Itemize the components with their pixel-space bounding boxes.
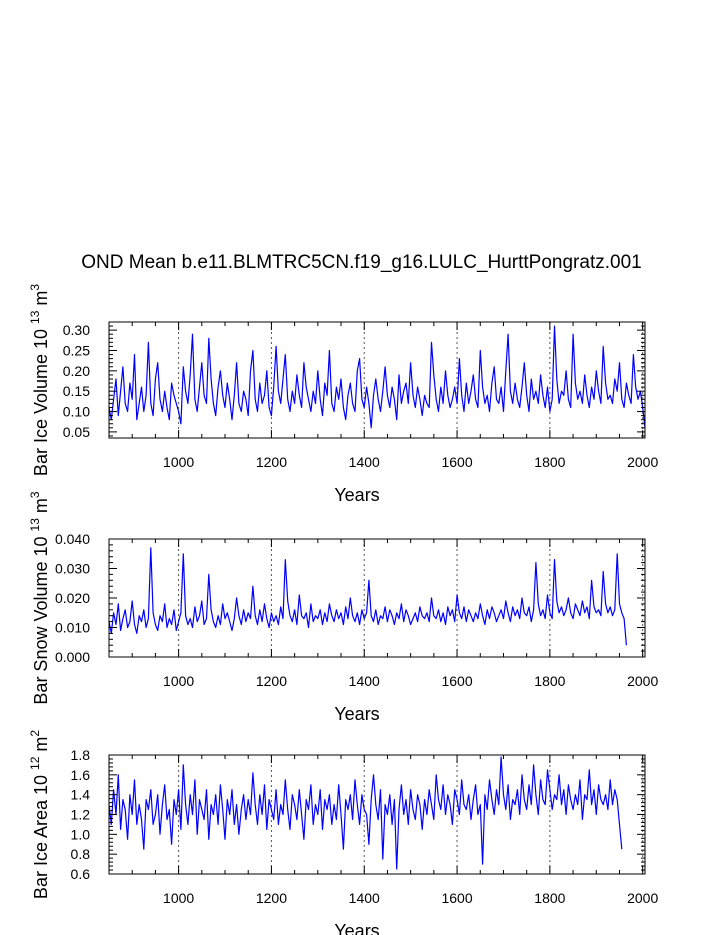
chart-panel-1: 1000 1200 1400 1600 1800 2000 0.05 0.10 0.15 0.20… (28, 284, 658, 505)
y-tick-label: 1.6 (71, 767, 91, 783)
x-tick-label: 1800 (534, 454, 565, 470)
y-tick-label: 0.000 (55, 649, 90, 665)
y-tick-label: 0.040 (55, 531, 90, 547)
figure-title: OND Mean b.e11.BLMTRC5CN.f19_g16.LULC_Hu… (81, 252, 642, 273)
x-tick-label: 1600 (441, 890, 472, 906)
x-tick-label: 1000 (163, 890, 194, 906)
x-tick-label: 1400 (349, 454, 380, 470)
x-axis-label: Years (334, 921, 379, 935)
y-axis-label: Bar Ice Area 10 12 m2 (28, 730, 51, 899)
x-tick-label: 1400 (349, 673, 380, 689)
y-tick-label: 0.25 (63, 342, 90, 358)
y-tick-label: 0.15 (63, 383, 90, 399)
y-tick-label: 0.20 (63, 363, 90, 379)
x-axis-label: Years (334, 704, 379, 724)
x-tick-label: 1800 (534, 673, 565, 689)
x-tick-label: 2000 (627, 890, 658, 906)
plot-frame (108, 321, 646, 439)
x-tick-label: 1400 (349, 890, 380, 906)
y-tick-label: 0.020 (55, 590, 90, 606)
chart-panel-2: 1000 1200 1400 1600 1800 2000 0.000 0.010 0.020 0… (28, 491, 658, 724)
x-tick-label: 1600 (441, 673, 472, 689)
plot-frame (108, 538, 646, 658)
chart-panel-3: 1000 1200 1400 1600 1800 2000 0.6 0.8 1.0 1.2 1.4 1… (28, 730, 658, 935)
x-axis-label: Years (334, 485, 379, 505)
x-tick-label: 1200 (256, 454, 287, 470)
series-line (108, 325, 646, 429)
y-tick-label: 1.8 (71, 747, 91, 763)
series-line (108, 756, 623, 870)
x-tick-label: 1800 (534, 890, 565, 906)
y-tick-label: 0.10 (63, 404, 90, 420)
x-tick-label: 1000 (163, 673, 194, 689)
y-tick-label: 0.05 (63, 424, 90, 440)
y-tick-label: 1.4 (71, 787, 91, 803)
y-tick-label: 0.8 (71, 846, 91, 862)
x-tick-label: 2000 (627, 673, 658, 689)
y-tick-label: 1.0 (71, 826, 91, 842)
x-tick-label: 1600 (441, 454, 472, 470)
y-axis-label: Bar Ice Volume 10 13 m3 (28, 284, 51, 476)
x-tick-label: 1200 (256, 890, 287, 906)
y-tick-label: 0.6 (71, 866, 91, 882)
y-tick-label: 0.010 (55, 620, 90, 636)
series-line (108, 547, 627, 646)
y-axis-label: Bar Snow Volume 10 13 m3 (28, 491, 51, 704)
y-tick-label: 0.030 (55, 561, 90, 577)
y-tick-label: 0.30 (63, 322, 90, 338)
x-tick-label: 1000 (163, 454, 194, 470)
x-tick-label: 1200 (256, 673, 287, 689)
x-tick-label: 2000 (627, 454, 658, 470)
y-tick-label: 1.2 (71, 807, 91, 823)
